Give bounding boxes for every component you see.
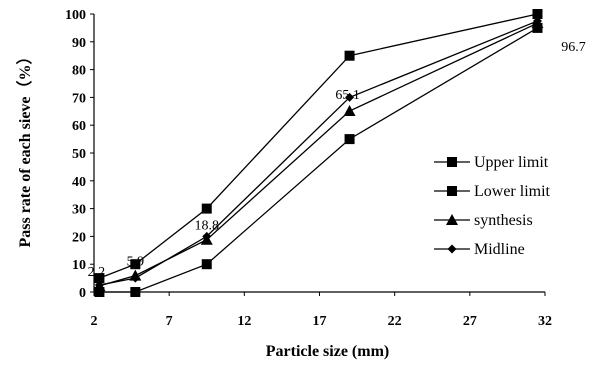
data-label: 2.2 xyxy=(88,265,106,280)
series-point xyxy=(344,134,355,145)
data-label: 65.1 xyxy=(335,88,360,103)
series-point xyxy=(201,203,212,214)
y-tick-label: 70 xyxy=(72,91,86,106)
x-tick-label: 7 xyxy=(166,314,173,329)
y-tick-label: 10 xyxy=(72,258,86,273)
y-tick-label: 50 xyxy=(72,147,86,162)
series-point xyxy=(345,92,355,102)
legend-label: Midline xyxy=(474,241,525,258)
series-point xyxy=(532,16,542,26)
series-point xyxy=(130,287,141,297)
series-point xyxy=(201,259,212,270)
legend-marker xyxy=(447,186,457,196)
legend-label: Lower limit xyxy=(474,183,551,200)
series-line-midline xyxy=(99,20,538,286)
data-label: 5.9 xyxy=(127,255,145,270)
x-tick-label: 17 xyxy=(313,314,327,329)
series-point xyxy=(202,231,212,241)
series-line-synthesis xyxy=(99,22,538,287)
x-tick-label: 32 xyxy=(538,314,552,329)
y-tick-label: 40 xyxy=(72,175,86,190)
y-tick-label: 80 xyxy=(72,64,86,79)
x-axis-title: Particle size (mm) xyxy=(266,343,389,360)
series-point xyxy=(94,280,104,290)
data-label: 96.7 xyxy=(561,40,586,55)
series-point xyxy=(344,50,355,61)
x-tick-label: 27 xyxy=(463,314,477,329)
y-tick-label: 100 xyxy=(65,8,86,23)
series-point xyxy=(532,9,543,19)
series-line-lower-limit xyxy=(99,27,538,293)
series-point xyxy=(343,105,356,117)
legend-marker xyxy=(446,214,458,225)
y-tick-label: 30 xyxy=(72,203,86,218)
legend-marker xyxy=(447,157,457,167)
y-tick-label: 60 xyxy=(72,119,86,134)
legend-label: Upper limit xyxy=(474,154,549,171)
series-point xyxy=(130,273,140,283)
x-tick-label: 22 xyxy=(388,314,402,329)
y-tick-label: 20 xyxy=(72,230,86,245)
legend-marker xyxy=(447,244,457,254)
y-axis-title: Pass rate of each sieve（%） xyxy=(16,48,34,247)
legend-label: synthesis xyxy=(474,212,533,229)
data-label: 18.8 xyxy=(195,219,220,234)
y-tick-label: 90 xyxy=(72,36,86,51)
series-point xyxy=(130,259,141,270)
y-tick-label: 0 xyxy=(79,286,86,301)
series-point xyxy=(94,287,105,297)
x-tick-label: 2 xyxy=(91,314,98,329)
series-point xyxy=(94,273,105,284)
x-tick-label: 12 xyxy=(237,314,251,329)
